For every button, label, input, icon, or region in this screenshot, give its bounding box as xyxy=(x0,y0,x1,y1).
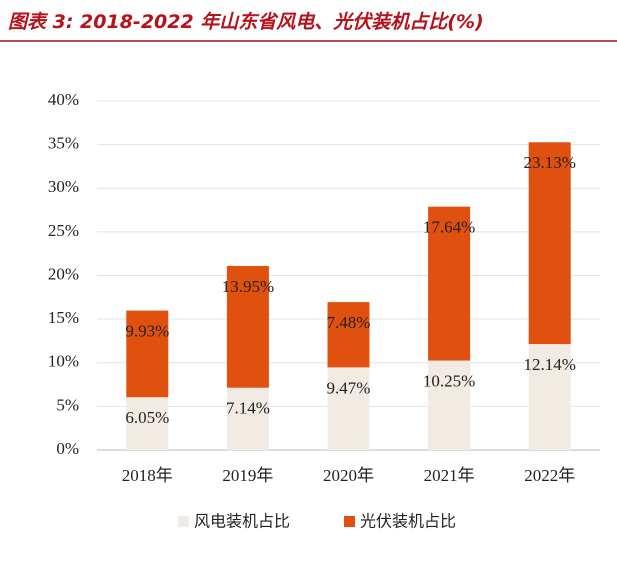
data-label: 7.48% xyxy=(327,313,371,332)
bar-segment xyxy=(528,344,571,450)
y-tick-label: 5% xyxy=(56,395,79,414)
legend-label: 光伏装机占比 xyxy=(360,512,456,531)
data-label: 13.95% xyxy=(222,277,274,296)
y-tick-label: 25% xyxy=(48,221,79,240)
y-tick-label: 0% xyxy=(56,439,79,458)
y-tick-label: 40% xyxy=(48,90,79,109)
x-tick-label: 2020年 xyxy=(323,466,374,485)
bar-segment xyxy=(226,265,269,388)
legend-swatch xyxy=(178,516,189,527)
bar-segment xyxy=(126,397,169,450)
y-tick-label: 15% xyxy=(48,308,79,327)
data-label: 10.25% xyxy=(423,371,475,390)
x-tick-label: 2019年 xyxy=(222,466,273,485)
bar-segment xyxy=(126,310,169,398)
data-label: 6.05% xyxy=(125,408,169,427)
bar-segment xyxy=(327,302,370,368)
bar-segment xyxy=(428,206,471,361)
y-tick-label: 20% xyxy=(48,264,79,283)
data-label: 23.13% xyxy=(523,153,575,172)
bar-segment xyxy=(428,360,471,450)
data-label: 12.14% xyxy=(523,355,575,374)
data-label: 7.14% xyxy=(226,399,270,418)
data-label: 9.93% xyxy=(125,321,169,340)
bar-segment xyxy=(528,142,571,345)
y-tick-label: 35% xyxy=(48,134,79,153)
x-tick-label: 2022年 xyxy=(524,466,575,485)
y-tick-label: 30% xyxy=(48,177,79,196)
chart-title: 图表 3: 2018-2022 年山东省风电、光伏装机占比(%) xyxy=(8,11,484,33)
x-tick-label: 2021年 xyxy=(424,466,475,485)
legend-swatch xyxy=(344,516,355,527)
data-label: 9.47% xyxy=(327,378,371,397)
data-label: 17.64% xyxy=(423,218,475,237)
y-tick-label: 10% xyxy=(48,352,79,371)
legend-label: 风电装机占比 xyxy=(194,512,290,531)
x-tick-label: 2018年 xyxy=(122,466,173,485)
bar-segment xyxy=(226,387,269,450)
bar-segment xyxy=(327,367,370,450)
